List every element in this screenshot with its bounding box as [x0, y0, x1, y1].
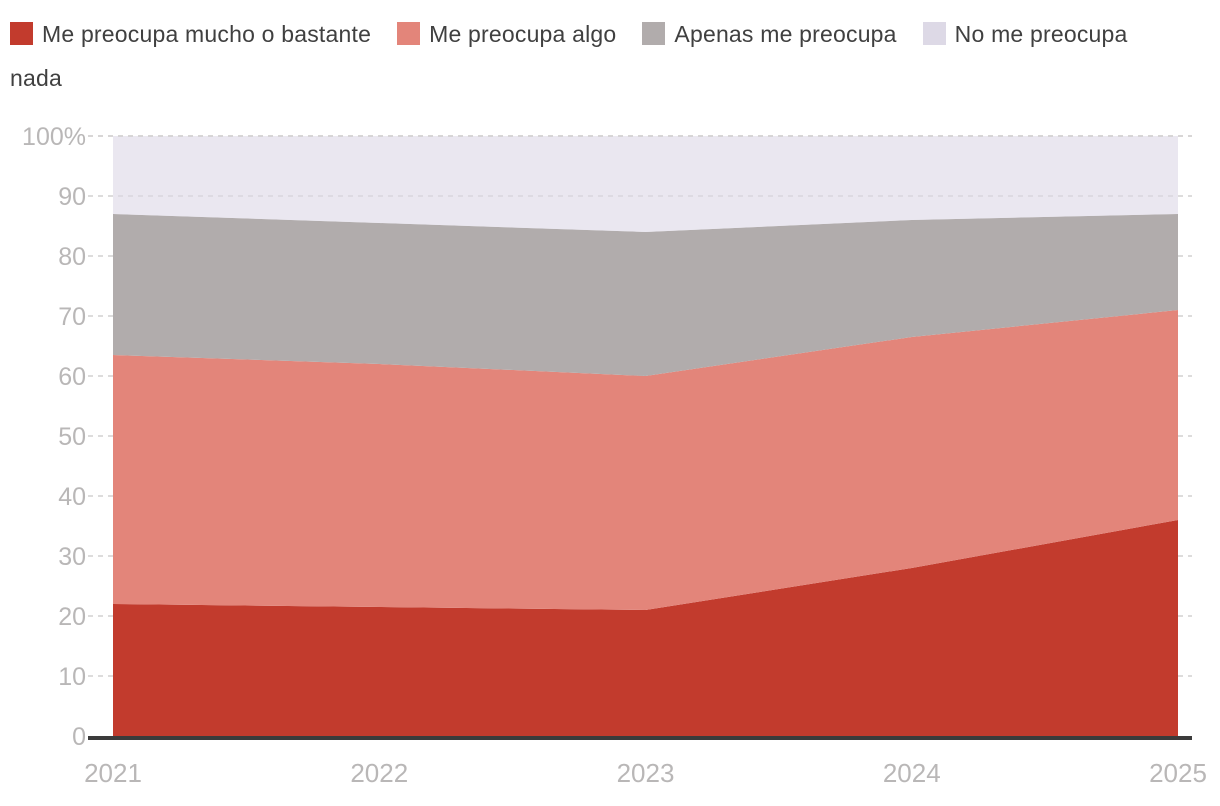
- y-tick-label: 90: [58, 183, 86, 211]
- legend-item-label: Me preocupa algo: [429, 21, 617, 47]
- legend-item-label: Apenas me preocupa: [674, 21, 897, 47]
- y-tick-label: 80: [58, 243, 86, 271]
- area-series-2: [113, 214, 1178, 376]
- legend-swatch-icon: [922, 22, 946, 45]
- legend-swatch-icon: [10, 22, 33, 45]
- legend-item: Apenas me preocupa: [642, 21, 896, 47]
- x-tick-label: 2021: [84, 758, 142, 788]
- x-tick-label: 2025: [1149, 758, 1207, 788]
- x-tick-label: 2022: [350, 758, 408, 788]
- y-tick-label: 100%: [22, 123, 86, 151]
- legend-item: Me preocupa mucho o bastante: [10, 21, 371, 47]
- area-series-3: [113, 136, 1178, 232]
- y-tick-label: 20: [58, 603, 86, 631]
- y-tick-label: 70: [58, 303, 86, 331]
- area-series-1: [113, 310, 1178, 610]
- y-tick-label: 60: [58, 363, 86, 391]
- legend-item-label: No me preocupa nada: [10, 21, 1128, 91]
- x-tick-label: 2024: [883, 758, 941, 788]
- x-tick-label: 2023: [617, 758, 675, 788]
- y-tick-label: 40: [58, 483, 86, 511]
- legend-item: No me preocupa nada: [10, 21, 1128, 91]
- legend: Me preocupa mucho o bastante Me preocupa …: [0, 0, 1220, 104]
- area-series-0: [113, 520, 1178, 736]
- y-tick-label: 0: [72, 723, 86, 751]
- y-tick-label: 50: [58, 423, 86, 451]
- legend-item: Me preocupa algo: [397, 21, 616, 47]
- legend-swatch-icon: [642, 22, 666, 45]
- legend-swatch-icon: [397, 22, 421, 45]
- y-tick-label: 30: [58, 543, 86, 571]
- stacked-area-chart: 0 10 20 30 40 50 60 70 80 90 100% 2021 2022 2023 2024 2…: [22, 123, 1207, 788]
- y-tick-label: 10: [58, 663, 86, 691]
- legend-item-label: Me preocupa mucho o bastante: [42, 21, 372, 47]
